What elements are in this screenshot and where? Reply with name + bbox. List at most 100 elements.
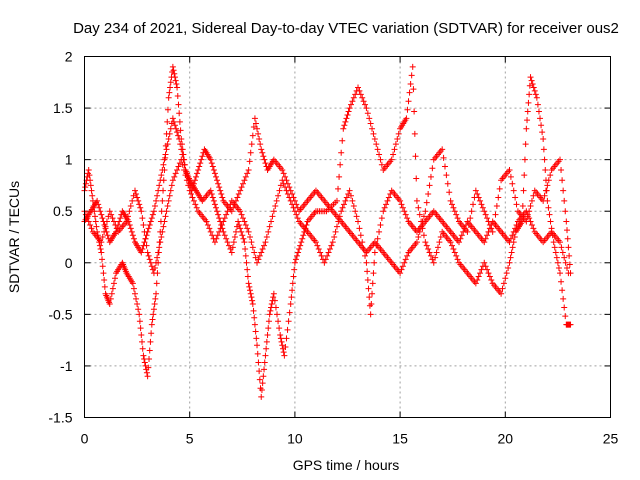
data-point <box>109 285 116 292</box>
data-point <box>335 185 342 192</box>
data-point <box>488 276 495 283</box>
data-point <box>203 218 210 225</box>
data-point <box>144 373 151 380</box>
data-point <box>256 376 263 383</box>
data-point <box>139 338 146 345</box>
data-point <box>374 146 381 153</box>
data-point <box>225 204 232 211</box>
data-point <box>136 201 143 208</box>
data-point <box>530 84 537 91</box>
data-point <box>348 192 355 199</box>
data-point <box>364 268 371 275</box>
data-point <box>258 249 265 256</box>
data-point <box>139 345 146 352</box>
data-point <box>383 201 390 208</box>
data-point <box>325 249 332 256</box>
data-point <box>429 165 436 172</box>
y-tick-label: -1.5 <box>48 410 72 426</box>
data-point <box>129 280 136 287</box>
data-point <box>434 244 441 251</box>
series-trace-1 <box>81 63 574 400</box>
data-point <box>164 203 171 210</box>
data-point <box>507 254 514 261</box>
data-point <box>261 156 268 163</box>
x-tick-label: 15 <box>392 431 408 447</box>
data-point <box>256 368 263 375</box>
data-point <box>339 204 346 211</box>
data-point <box>97 208 104 215</box>
data-point <box>528 221 535 228</box>
data-point <box>143 232 150 239</box>
data-point <box>155 249 162 256</box>
data-point <box>392 141 399 148</box>
data-point <box>508 249 515 256</box>
data-point <box>280 180 287 187</box>
data-point <box>140 352 147 359</box>
data-point <box>150 311 157 318</box>
data-point <box>401 208 408 215</box>
data-point <box>284 191 291 198</box>
data-point <box>247 287 254 294</box>
x-tick-labels: 0 5 10 15 20 25 <box>81 431 619 447</box>
data-point <box>298 239 305 246</box>
data-point <box>533 94 540 101</box>
data-point <box>294 252 301 259</box>
data-point <box>146 221 153 228</box>
data-point <box>213 204 219 211</box>
data-point <box>176 110 183 117</box>
data-point <box>397 197 404 204</box>
data-point <box>505 264 512 271</box>
data-point <box>151 203 158 210</box>
data-point <box>292 256 299 263</box>
data-point <box>282 184 289 191</box>
data-point <box>439 146 446 153</box>
data-point <box>328 242 335 249</box>
data-point <box>144 249 151 256</box>
data-point <box>182 172 189 179</box>
data-point <box>523 208 530 215</box>
data-point <box>135 197 142 204</box>
data-point <box>451 249 458 256</box>
data-point <box>359 239 366 246</box>
data-point <box>247 290 254 297</box>
data-point <box>261 242 268 249</box>
data-point <box>130 235 137 242</box>
data-point <box>285 318 292 325</box>
data-point <box>244 273 251 280</box>
data-point <box>446 189 453 196</box>
data-point <box>468 208 475 215</box>
data-point <box>164 118 171 125</box>
data-point <box>371 249 378 256</box>
data-point <box>191 177 198 184</box>
data-point <box>278 338 285 345</box>
data-point <box>391 146 398 153</box>
data-point <box>238 211 245 218</box>
data-point <box>411 108 418 115</box>
data-point <box>269 213 276 220</box>
data-point <box>529 81 536 88</box>
data-point <box>214 208 221 215</box>
data-point <box>190 180 197 187</box>
data-point <box>179 161 186 168</box>
data-point <box>503 270 510 277</box>
data-point <box>526 91 533 98</box>
data-point <box>564 227 571 234</box>
data-point <box>179 151 186 158</box>
data-point <box>254 350 261 357</box>
data-point <box>136 318 143 325</box>
data-point <box>408 72 415 79</box>
data-point <box>206 225 213 232</box>
data-point <box>255 359 262 366</box>
data-point <box>547 218 554 225</box>
data-point <box>376 151 383 158</box>
plot-frame <box>84 56 611 418</box>
data-point <box>171 70 178 77</box>
data-point <box>416 211 423 218</box>
data-point <box>262 160 269 167</box>
data-point <box>242 246 249 253</box>
data-point <box>403 115 410 122</box>
data-point <box>561 197 568 204</box>
data-point <box>189 194 196 201</box>
data-point <box>425 191 432 198</box>
data-point <box>474 191 481 198</box>
